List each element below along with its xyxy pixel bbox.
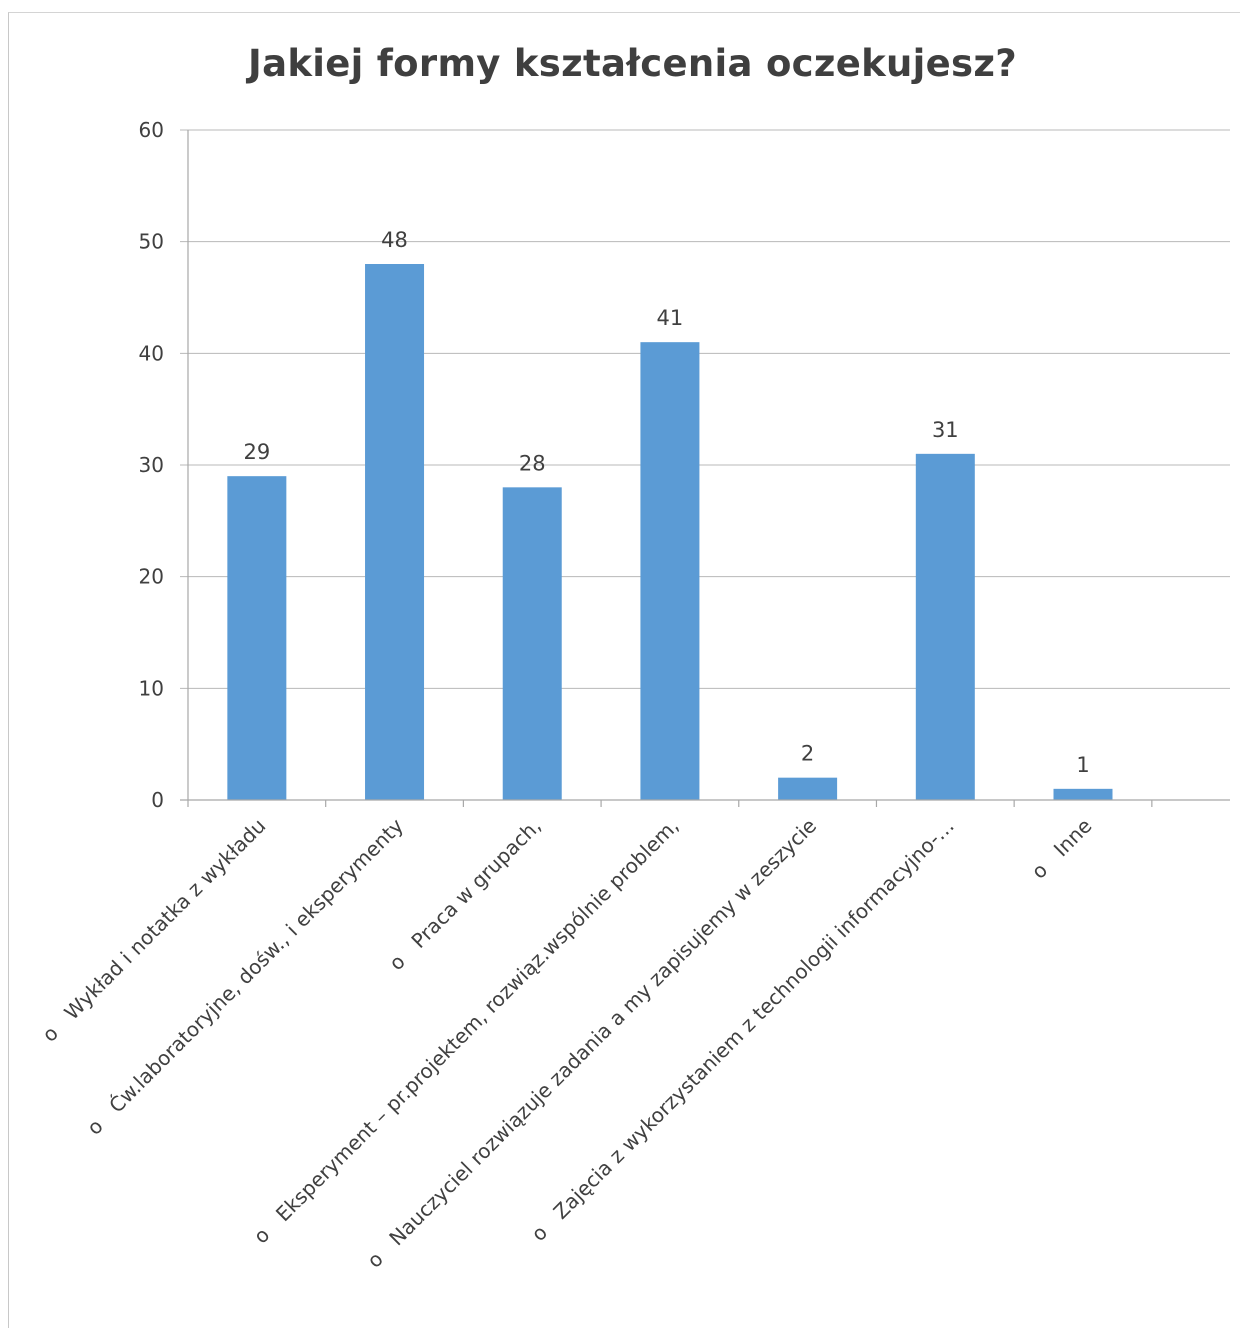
y-axis-ticks: 0 10 20 30 40 50 60: [139, 118, 164, 812]
bar: [502, 487, 562, 800]
data-label: 29: [243, 440, 270, 464]
y-tick-label: 60: [139, 118, 164, 142]
data-label: 28: [519, 451, 546, 475]
y-tick-label: 20: [139, 565, 164, 589]
x-category-label: o Ćw.laboratoryjne, dośw., i eksperyment…: [82, 813, 408, 1139]
data-label: 41: [657, 306, 684, 330]
chart-title: Jakiej formy kształcenia oczekujesz?: [248, 42, 1017, 85]
x-category-label: o Inne: [1027, 814, 1097, 884]
bar: [1053, 788, 1113, 800]
y-tick-label: 40: [139, 341, 164, 365]
data-label: 2: [801, 742, 814, 766]
y-tick-label: 10: [139, 676, 164, 700]
bar: [365, 264, 425, 800]
data-labels: 29 48 28 41 2 31 1: [243, 228, 1089, 777]
data-label: 48: [381, 228, 408, 252]
y-tick-label: 0: [151, 788, 164, 812]
bar: [227, 476, 287, 800]
y-tick-label: 30: [139, 453, 164, 477]
data-label: 31: [932, 418, 959, 442]
data-label: 1: [1076, 753, 1089, 777]
x-category-label: o Nauczyciel rozwiązuje zadania a my zap…: [362, 814, 821, 1273]
axes: [180, 130, 1230, 807]
bars: [227, 264, 1113, 800]
gridlines: [180, 129, 1230, 689]
x-category-label: o Wykład i notatka z wykładu: [37, 814, 270, 1047]
chart-frame: [8, 12, 1240, 1328]
x-category-label: o Praca w grupach,: [384, 814, 546, 976]
bar: [778, 777, 838, 800]
bar: [915, 453, 975, 800]
y-tick-label: 50: [139, 230, 164, 254]
bar: [640, 342, 700, 800]
